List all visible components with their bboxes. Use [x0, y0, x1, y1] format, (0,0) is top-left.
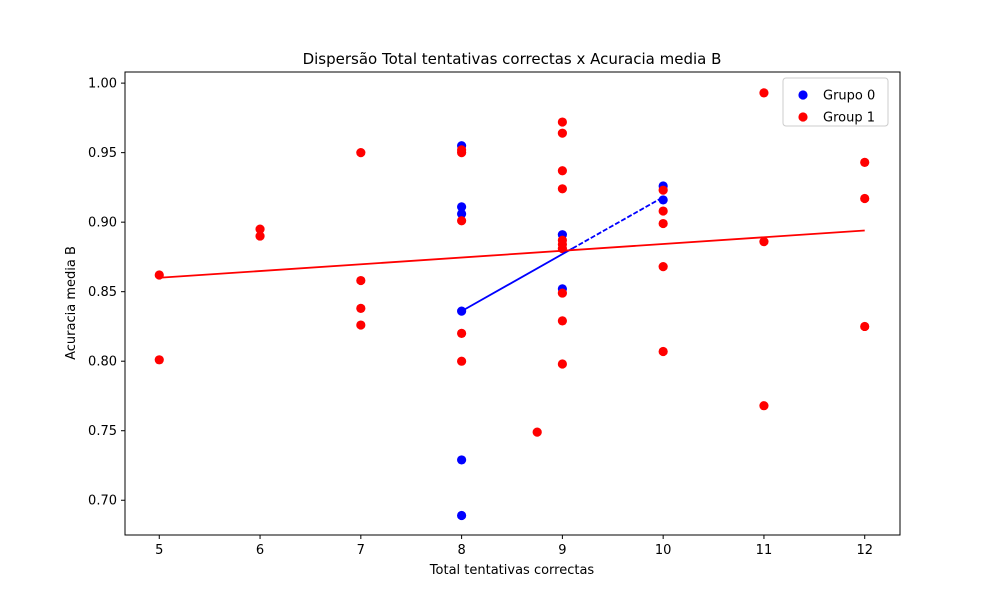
data-point-series-1-25 [658, 206, 668, 216]
x-axis-label: Total tentativas correctas [429, 563, 595, 578]
x-tick-label-3: 8 [457, 543, 465, 558]
data-point-series-1-10 [457, 216, 467, 226]
data-point-series-1-28 [658, 346, 668, 357]
data-point-series-1-22 [557, 316, 567, 326]
legend-label-1: Group 1 [823, 111, 875, 126]
data-point-series-1-34 [860, 321, 870, 332]
x-tick-label-7: 12 [856, 543, 873, 558]
data-point-series-1-29 [759, 88, 769, 98]
data-point-series-1-33 [860, 193, 870, 204]
chart-title: Dispersão Total tentativas correctas x A… [303, 50, 722, 68]
data-point-series-1-12 [457, 356, 467, 366]
y-tick-label-1: 0.75 [88, 424, 117, 439]
plot-frame [124, 71, 901, 536]
x-tick-label-5: 10 [655, 543, 672, 558]
y-tick-label-5: 0.95 [88, 146, 117, 161]
data-point-series-1-7 [356, 320, 366, 330]
data-point-series-0-5 [457, 510, 467, 521]
data-point-series-1-4 [356, 148, 366, 158]
data-point-series-1-26 [658, 218, 668, 229]
legend-label-0: Grupo 0 [823, 89, 875, 104]
y-tick-label-2: 0.80 [88, 355, 117, 370]
legend: Grupo 0 Group 1 [782, 77, 889, 127]
data-point-series-0-1 [457, 202, 467, 212]
x-tick-label-6: 11 [756, 543, 773, 558]
data-point-series-1-23 [557, 359, 567, 369]
legend-marker-0 [798, 90, 808, 100]
x-tick-label-0: 5 [155, 543, 163, 558]
x-tick-label-4: 9 [558, 543, 566, 558]
data-point-series-1-27 [658, 262, 668, 272]
data-point-series-1-17 [557, 184, 567, 194]
data-point-series-0-2 [457, 209, 467, 219]
data-point-series-1-24 [658, 185, 668, 195]
trend-line-series-0 [461, 247, 573, 312]
data-point-series-1-30 [759, 237, 769, 247]
x-tick-label-1: 6 [256, 543, 264, 558]
data-point-series-0-4 [457, 455, 467, 465]
data-point-series-1-2 [255, 224, 265, 234]
data-point-series-1-14 [557, 117, 567, 127]
trend-line-dashed-series-0 [572, 196, 664, 250]
y-tick-label-6: 1.00 [88, 77, 117, 92]
y-tick-label-3: 0.85 [88, 285, 117, 300]
x-tick-label-2: 7 [357, 543, 365, 558]
data-point-series-1-1 [154, 355, 164, 365]
data-point-series-1-5 [356, 275, 366, 286]
y-tick-label-4: 0.90 [88, 216, 117, 231]
data-point-series-1-11 [457, 328, 467, 338]
data-point-series-1-32 [860, 157, 870, 167]
data-point-series-1-6 [356, 303, 366, 313]
data-point-series-1-13 [532, 427, 542, 437]
data-point-series-1-31 [759, 401, 769, 411]
legend-box [782, 77, 889, 127]
y-tick-label-0: 0.70 [88, 494, 117, 509]
data-point-series-1-9 [457, 148, 467, 158]
data-point-series-1-15 [557, 128, 567, 138]
legend-marker-1 [798, 112, 808, 122]
y-axis-label: Acuracia media B [64, 246, 79, 360]
data-point-series-1-21 [557, 288, 567, 298]
trend-line-series-1 [159, 229, 865, 279]
data-point-series-1-3 [255, 231, 265, 241]
data-point-series-1-16 [557, 166, 567, 176]
